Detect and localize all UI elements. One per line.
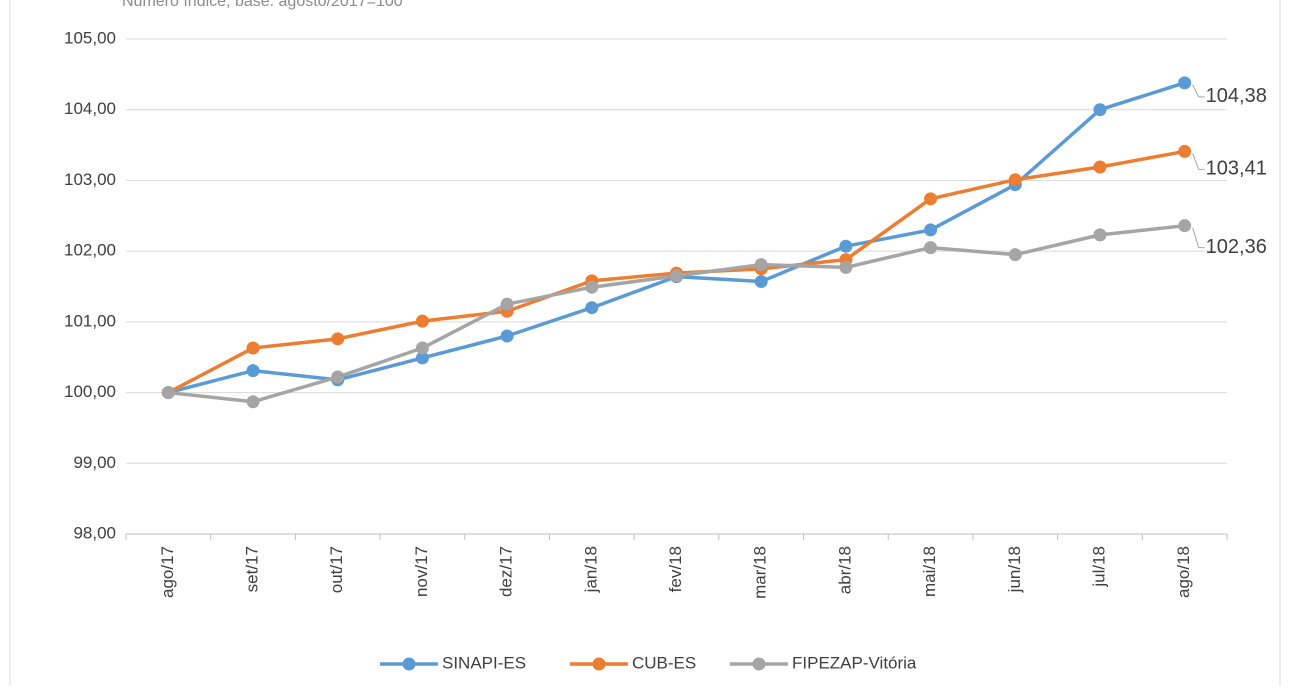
x-tick-label: mar/18	[751, 546, 770, 599]
chart-subtitle: Número índice, base: agosto/2017=100	[122, 0, 403, 10]
y-tick-label: 105,00	[64, 28, 116, 47]
data-point	[1178, 76, 1192, 90]
y-tick-label: 98,00	[73, 523, 116, 542]
legend-marker	[402, 657, 416, 671]
data-point	[415, 314, 429, 328]
data-point	[1093, 103, 1107, 117]
data-point	[1178, 144, 1192, 158]
x-tick-label: jul/18	[1089, 546, 1108, 588]
leader-line	[1192, 84, 1205, 98]
data-label: 102,36	[1206, 236, 1267, 258]
y-tick-label: 104,00	[64, 99, 116, 118]
data-point	[670, 269, 683, 283]
data-point	[500, 297, 514, 311]
legend-label: FIPEZAP-Vitória	[792, 653, 917, 672]
x-tick-label: dez/17	[497, 546, 516, 597]
data-point	[924, 241, 938, 255]
data-point	[415, 351, 429, 365]
data-point	[1008, 248, 1022, 262]
x-tick-label: nov/17	[412, 546, 431, 597]
x-tick-label: jan/18	[581, 546, 600, 593]
legend-marker	[592, 657, 606, 671]
data-point	[1093, 228, 1107, 242]
y-tick-label: 103,00	[64, 170, 116, 189]
x-tick-label: abr/18	[835, 546, 854, 594]
data-point	[754, 275, 768, 289]
x-tick-label: fev/18	[666, 546, 685, 592]
x-tick-label: ago/18	[1174, 546, 1193, 598]
data-point	[415, 341, 429, 355]
data-point	[246, 364, 260, 378]
data-point	[246, 395, 260, 409]
y-tick-label: 99,00	[73, 453, 116, 472]
data-point	[161, 386, 175, 400]
y-tick-label: 101,00	[64, 311, 116, 330]
data-point	[246, 341, 260, 355]
data-point	[1093, 160, 1107, 174]
y-tick-label: 100,00	[64, 382, 116, 401]
x-tick-label: jun/18	[1005, 546, 1024, 593]
x-tick-label: ago/17	[158, 546, 177, 598]
data-point	[500, 329, 514, 343]
data-point	[331, 370, 345, 384]
data-label: 103,41	[1206, 158, 1267, 180]
data-point	[585, 280, 599, 294]
x-tick-label: out/17	[327, 546, 346, 593]
x-tick-label: mai/18	[920, 546, 939, 597]
data-point	[331, 332, 345, 346]
data-point	[585, 301, 599, 315]
data-label: 104,38	[1206, 85, 1267, 107]
data-point	[754, 258, 768, 272]
legend-label: SINAPI-ES	[442, 653, 526, 672]
data-point	[839, 260, 853, 274]
data-point	[1178, 219, 1192, 233]
y-tick-label: 102,00	[64, 241, 116, 260]
chart-border	[9, 0, 1281, 691]
x-tick-label: set/17	[243, 546, 262, 592]
data-point	[924, 192, 938, 206]
leader-line	[1192, 227, 1205, 249]
leader-line	[1192, 153, 1205, 170]
data-point	[1008, 173, 1022, 187]
data-point	[839, 239, 853, 253]
legend-marker	[752, 657, 766, 671]
legend-label: CUB-ES	[632, 653, 696, 672]
data-point	[924, 223, 938, 237]
